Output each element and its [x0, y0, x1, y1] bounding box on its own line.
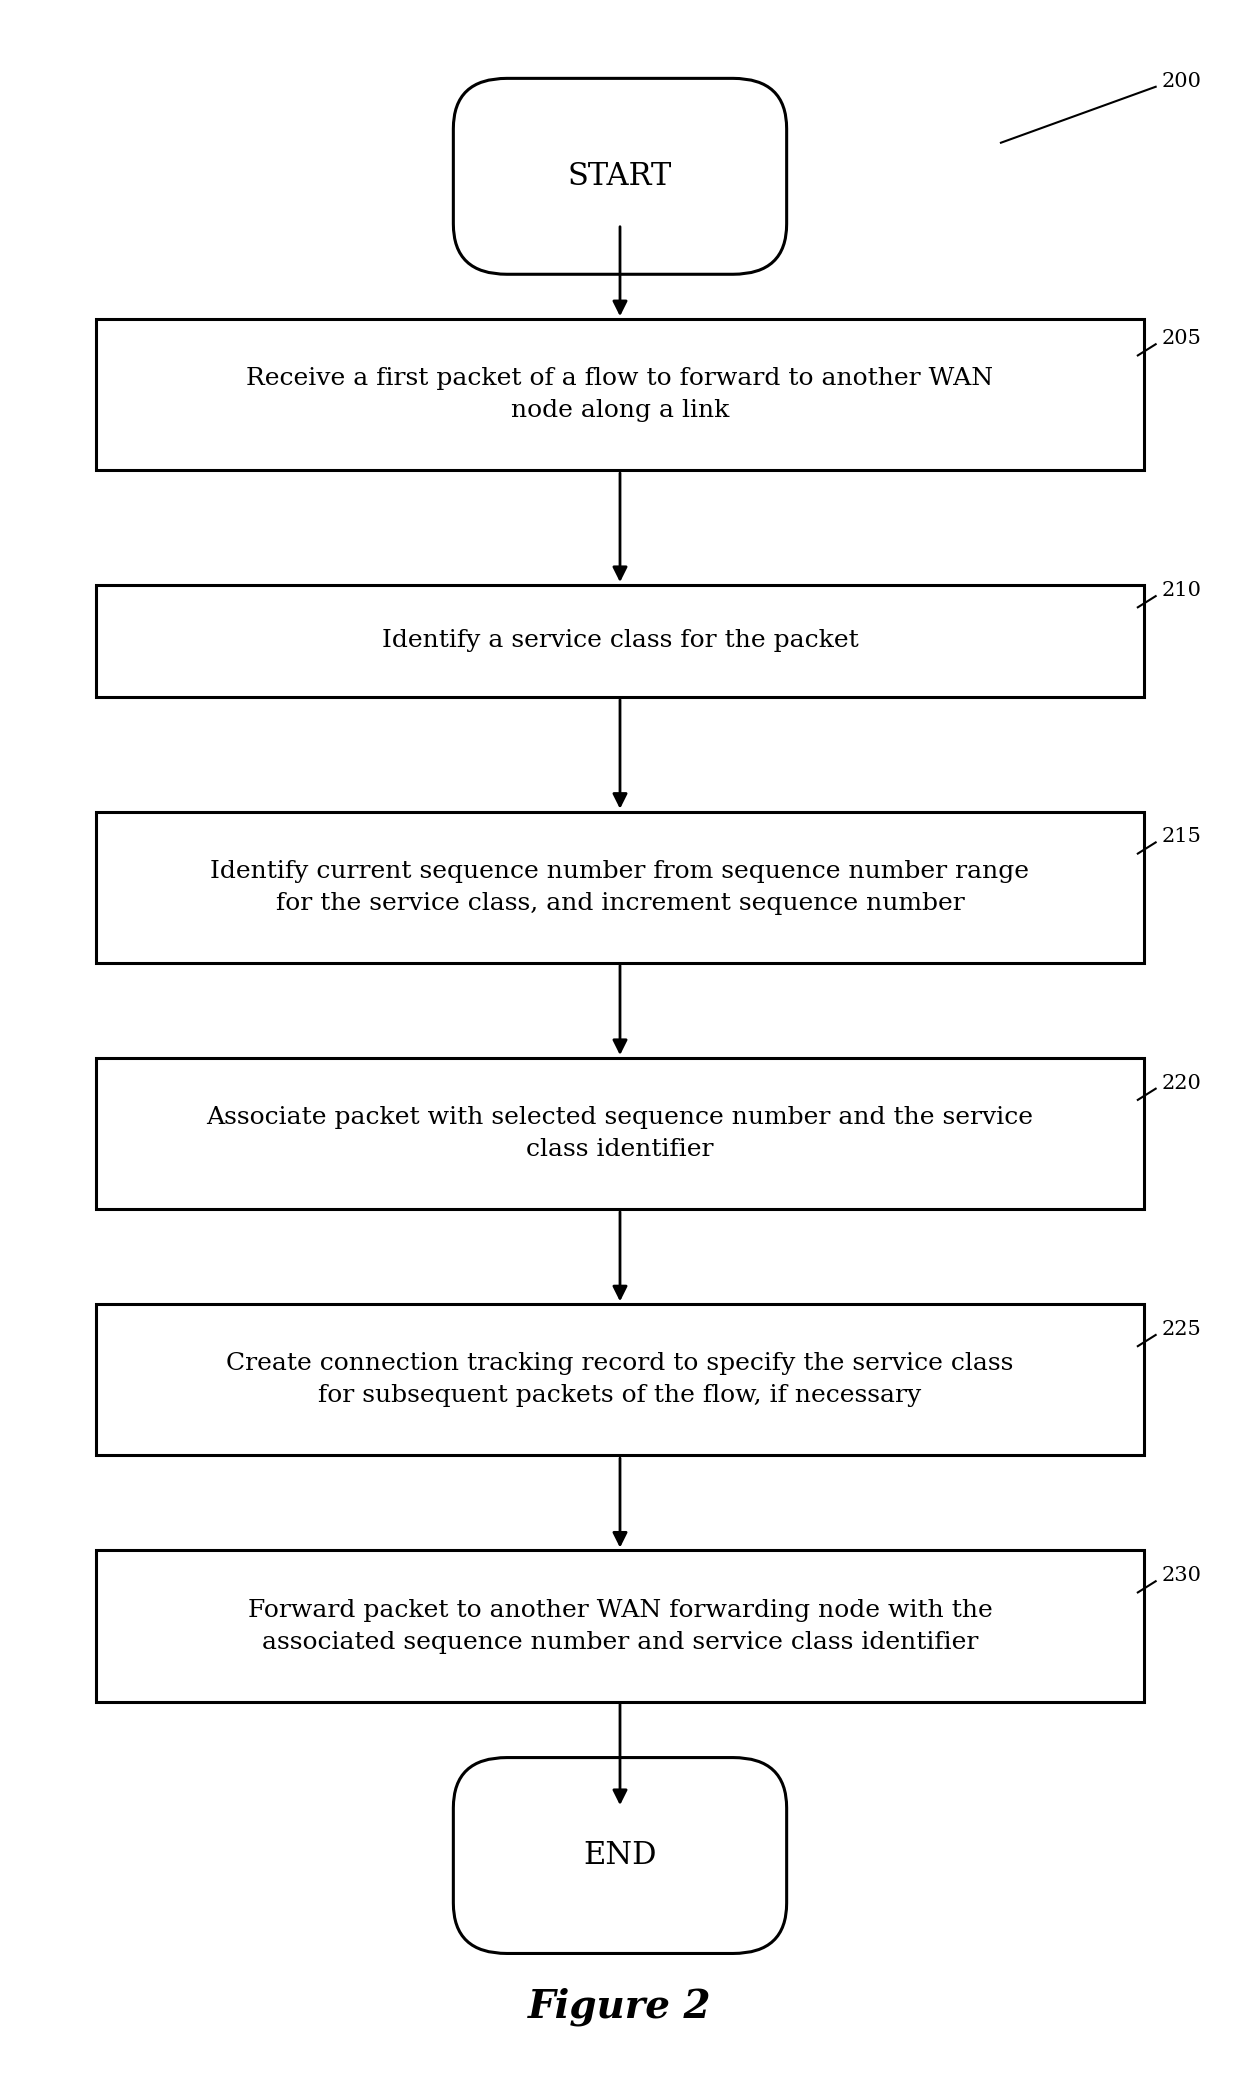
FancyBboxPatch shape — [454, 78, 786, 275]
Text: Receive a first packet of a flow to forward to another WAN
node along a link: Receive a first packet of a flow to forw… — [247, 367, 993, 422]
Text: 210: 210 — [1162, 581, 1202, 600]
Text: Associate packet with selected sequence number and the service
class identifier: Associate packet with selected sequence … — [207, 1106, 1033, 1161]
Bar — [97, 1303, 1143, 1455]
Bar — [97, 1058, 1143, 1209]
Bar — [97, 812, 1143, 963]
Text: 205: 205 — [1162, 330, 1202, 348]
Text: 215: 215 — [1162, 827, 1202, 846]
Text: Identify a service class for the packet: Identify a service class for the packet — [382, 630, 858, 653]
Text: END: END — [583, 1841, 657, 1870]
Bar — [97, 586, 1143, 697]
Text: Figure 2: Figure 2 — [528, 1988, 712, 2026]
Text: Identify current sequence number from sequence number range
for the service clas: Identify current sequence number from se… — [211, 861, 1029, 915]
Text: 200: 200 — [1162, 71, 1202, 90]
Text: 225: 225 — [1162, 1320, 1202, 1339]
Text: Create connection tracking record to specify the service class
for subsequent pa: Create connection tracking record to spe… — [227, 1352, 1013, 1406]
Text: 220: 220 — [1162, 1073, 1202, 1094]
Bar — [97, 1551, 1143, 1702]
Text: Forward packet to another WAN forwarding node with the
associated sequence numbe: Forward packet to another WAN forwarding… — [248, 1599, 992, 1654]
Bar — [97, 319, 1143, 470]
Text: 230: 230 — [1162, 1566, 1202, 1585]
Text: START: START — [568, 162, 672, 191]
FancyBboxPatch shape — [454, 1757, 786, 1954]
